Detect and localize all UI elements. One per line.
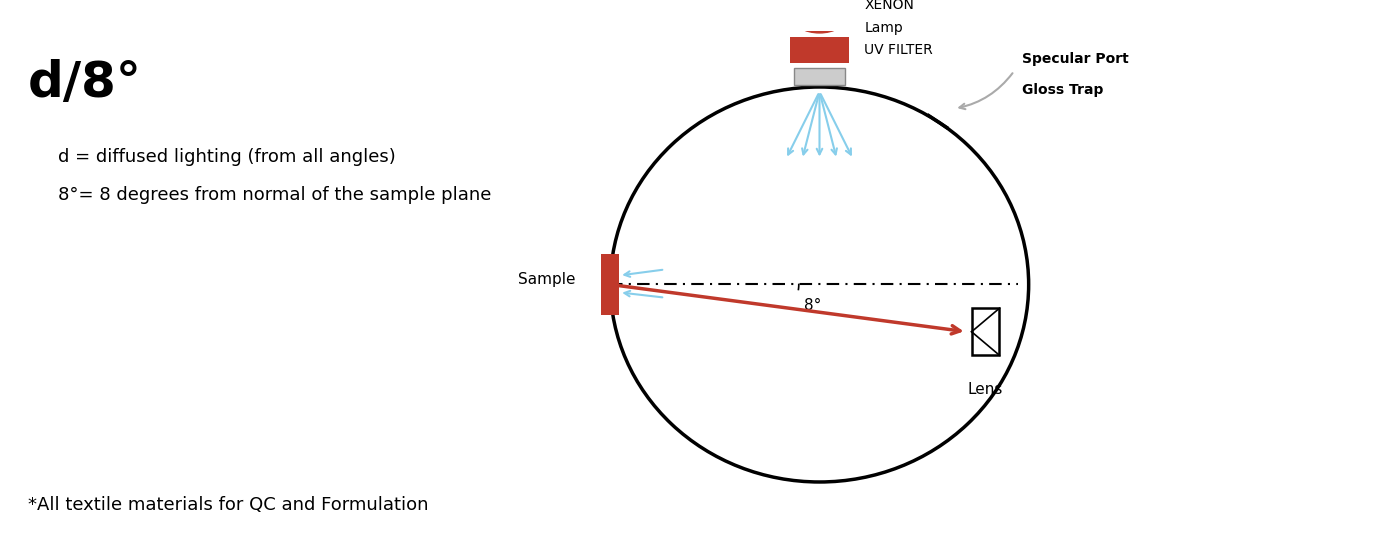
Text: d = diffused lighting (from all angles): d = diffused lighting (from all angles) bbox=[57, 148, 395, 166]
Text: Sample: Sample bbox=[518, 272, 575, 287]
Text: XENON: XENON bbox=[865, 0, 915, 12]
Bar bbox=[790, 37, 849, 63]
Text: UV FILTER: UV FILTER bbox=[865, 43, 933, 57]
Text: Specular Port: Specular Port bbox=[1022, 52, 1129, 66]
Bar bbox=[972, 308, 999, 355]
Bar bbox=[602, 254, 620, 315]
Text: *All textile materials for QC and Formulation: *All textile materials for QC and Formul… bbox=[28, 496, 428, 514]
Bar bbox=[794, 68, 845, 85]
Text: 8°= 8 degrees from normal of the sample plane: 8°= 8 degrees from normal of the sample … bbox=[57, 186, 491, 204]
Text: Lamp: Lamp bbox=[865, 21, 904, 35]
Ellipse shape bbox=[792, 0, 847, 33]
Text: Lens: Lens bbox=[967, 381, 1004, 396]
Text: 8°: 8° bbox=[803, 298, 821, 312]
Text: d/8°: d/8° bbox=[28, 59, 142, 107]
Text: Gloss Trap: Gloss Trap bbox=[1022, 83, 1104, 97]
